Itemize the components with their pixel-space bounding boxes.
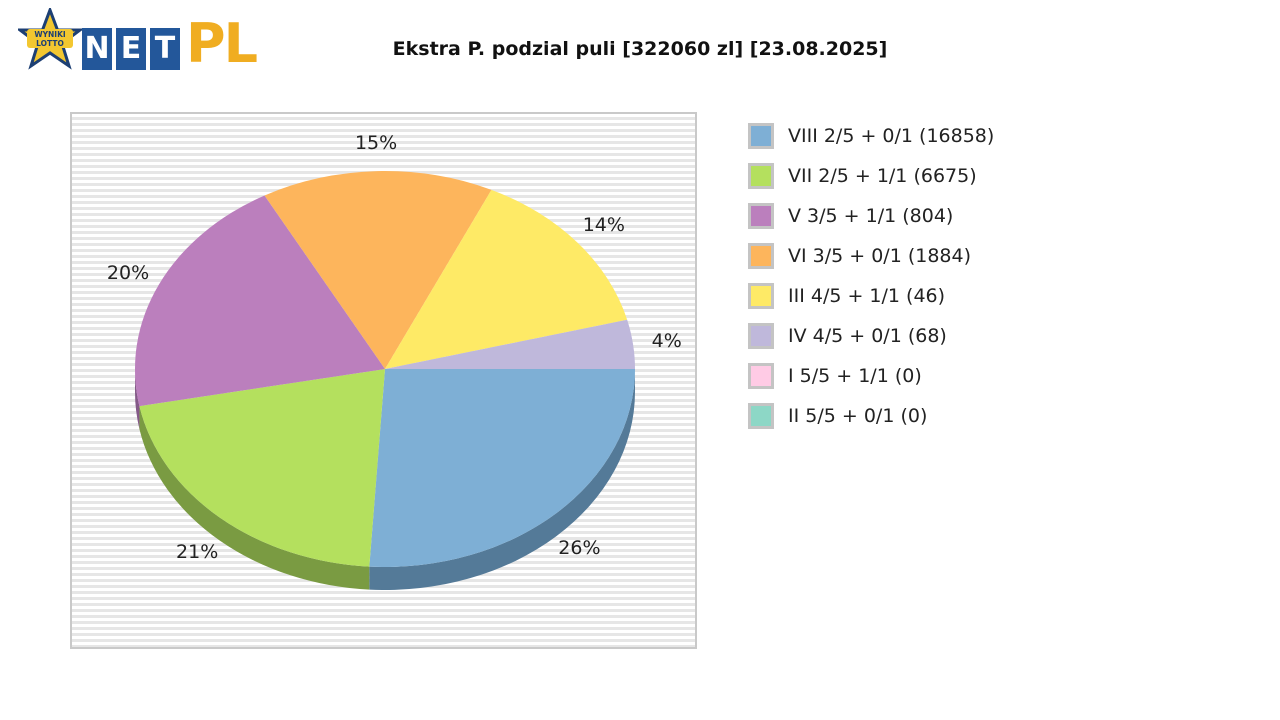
star-badge-icon: WYNIKI LOTTO (18, 8, 82, 70)
pie-side-vii-2-5-1-1-6675 (139, 406, 370, 590)
legend-swatch (748, 363, 774, 389)
legend-item: VIII 2/5 + 0/1 (16858) (748, 122, 994, 162)
legend-item: VI 3/5 + 0/1 (1884) (748, 242, 994, 282)
logo-letter-t: T (150, 28, 180, 70)
netpl-logo[interactable]: WYNIKI LOTTO N E T PL (18, 8, 268, 72)
legend-label: III 4/5 + 1/1 (46) (788, 285, 946, 307)
legend-label: I 5/5 + 1/1 (0) (788, 365, 922, 387)
pie-chart (134, 171, 635, 590)
chart-title: Ekstra P. podzial puli [322060 zl] [23.0… (392, 38, 888, 60)
pie-slice-viii-2-5-0-1-16858 (369, 369, 635, 567)
legend-swatch (748, 243, 774, 269)
legend-item: II 5/5 + 0/1 (0) (748, 402, 994, 442)
legend-item: V 3/5 + 1/1 (804) (748, 202, 994, 242)
pie-slice-iii-4-5-1-1-46 (385, 189, 628, 369)
legend-swatch (748, 403, 774, 429)
pie-percent-label: 21% (176, 541, 219, 564)
legend-item: III 4/5 + 1/1 (46) (748, 282, 994, 322)
legend-label: VIII 2/5 + 0/1 (16858) (788, 125, 995, 147)
pie-percent-label: 14% (582, 213, 625, 236)
legend-label: VI 3/5 + 0/1 (1884) (788, 245, 972, 267)
legend-label: VII 2/5 + 1/1 (6675) (788, 165, 977, 187)
legend-swatch (748, 203, 774, 229)
pie-side-viii-2-5-0-1-16858 (369, 369, 635, 590)
legend-swatch (748, 283, 774, 309)
pie-slice-vi-3-5-0-1-1884 (264, 171, 492, 369)
pie-side-v-3-5-1-1-804 (135, 369, 140, 430)
pie-slice-iv-4-5-0-1-68 (385, 319, 635, 369)
badge-text-line1: WYNIKI (34, 30, 66, 39)
badge-text-line2: LOTTO (36, 39, 64, 48)
legend-item: IV 4/5 + 0/1 (68) (748, 322, 994, 362)
legend-label: V 3/5 + 1/1 (804) (788, 205, 954, 227)
legend-swatch (748, 163, 774, 189)
pie-percent-label: 4% (651, 329, 682, 352)
legend: VIII 2/5 + 0/1 (16858) VII 2/5 + 1/1 (667… (748, 122, 994, 442)
pie-percent-label: 20% (106, 261, 150, 284)
legend-label: II 5/5 + 0/1 (0) (788, 405, 928, 427)
logo-letter-n: N (82, 28, 112, 70)
legend-label: IV 4/5 + 0/1 (68) (788, 325, 947, 347)
pie-slice-v-3-5-1-1-804 (134, 195, 385, 407)
legend-item: VII 2/5 + 1/1 (6675) (748, 162, 994, 202)
pie-slice-vii-2-5-1-1-6675 (139, 369, 385, 567)
pie-percent-label: 26% (558, 536, 601, 559)
legend-item: I 5/5 + 1/1 (0) (748, 362, 994, 402)
plot-area: 26% 21% 20% 15% 14% 4% (70, 112, 697, 649)
legend-swatch (748, 323, 774, 349)
logo-pl-text: PL (186, 12, 258, 75)
pie-percent-label: 15% (354, 132, 398, 155)
logo-letter-e: E (116, 28, 146, 70)
legend-swatch (748, 123, 774, 149)
